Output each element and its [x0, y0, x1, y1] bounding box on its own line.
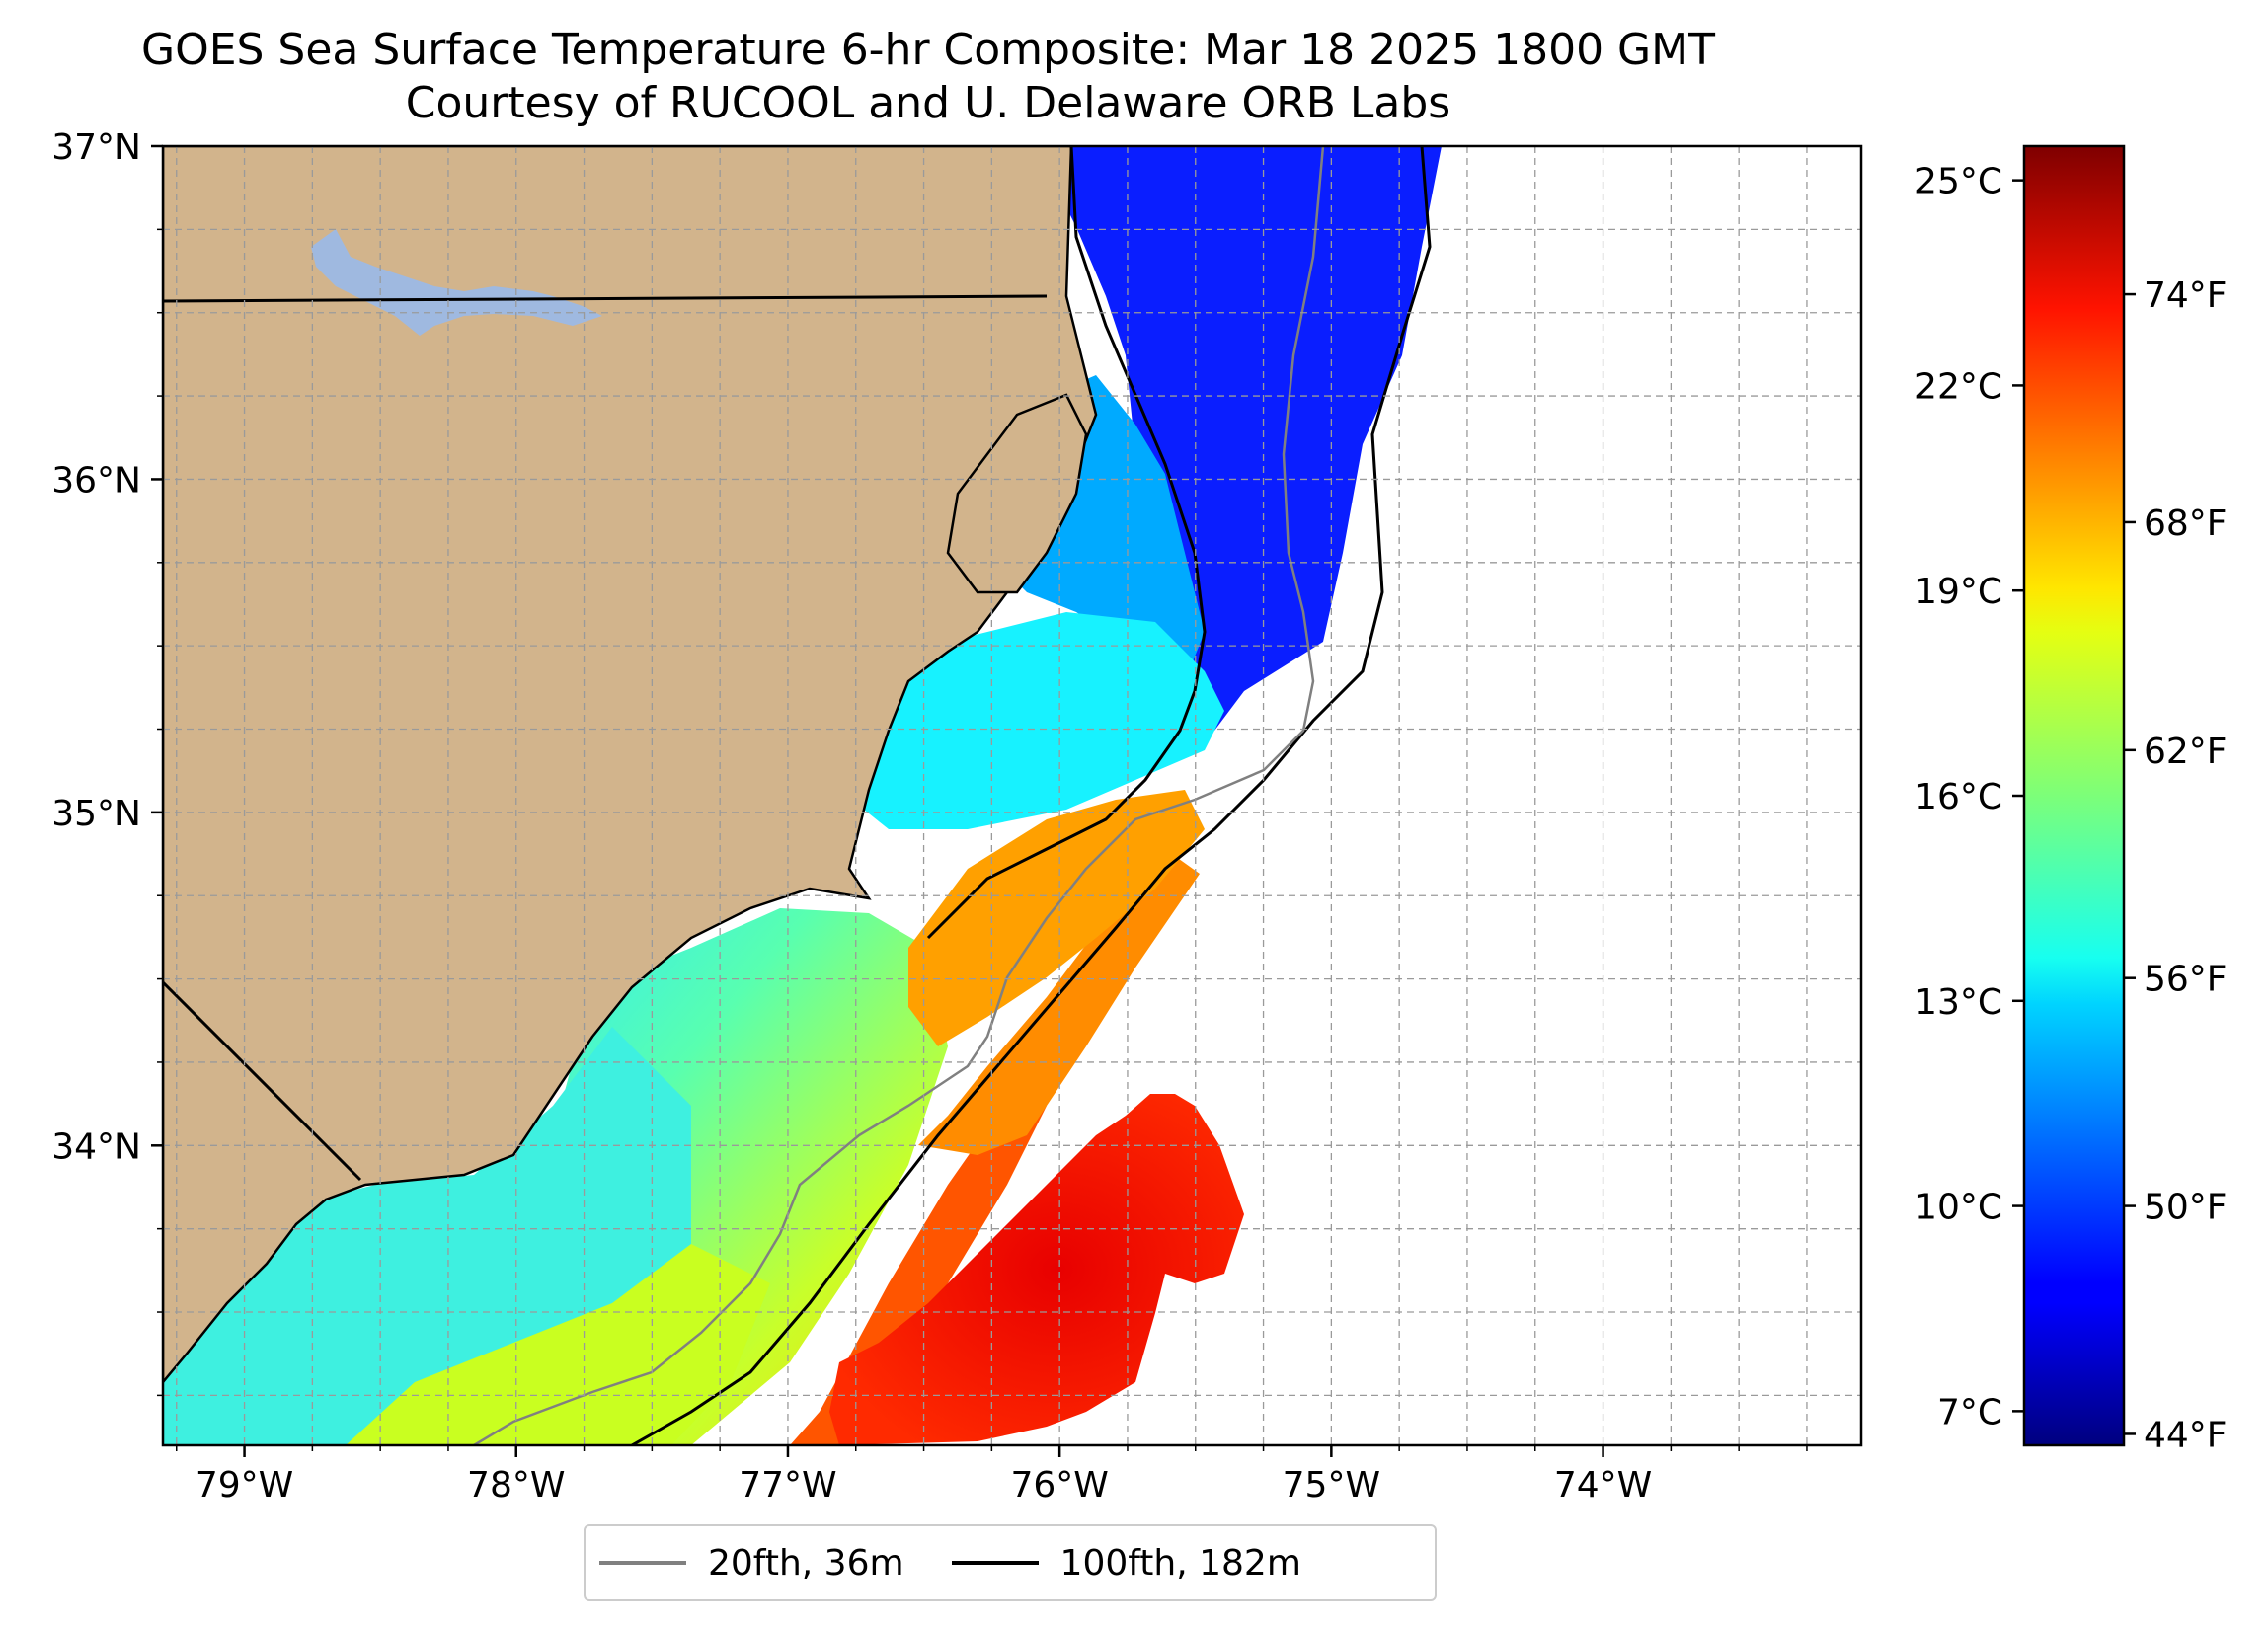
- legend-label-100fth: 100fth, 182m: [1059, 1542, 1301, 1584]
- sst-cape-lookout-shelf: [908, 790, 1205, 1046]
- map-axes: 79°W 78°W 77°W 76°W 75°W 74°W 37°N 36°N 35°N 34°N: [51, 127, 1808, 1506]
- celsius-tick-label: 16°C: [1915, 777, 2002, 817]
- map-area[interactable]: [163, 146, 1861, 1445]
- lon-tick-label: 75°W: [1283, 1465, 1380, 1506]
- lat-tick-label: 34°N: [51, 1126, 141, 1167]
- legend-item-20fth: 20fth, 36m: [586, 1543, 904, 1584]
- lon-tick-label: 79°W: [196, 1465, 293, 1506]
- colorbar: [2022, 144, 2126, 1447]
- lat-tick-label: 37°N: [51, 127, 141, 168]
- coastline-barrier-islands: [163, 146, 1432, 1445]
- legend-item-100fth: 100fth, 182m: [938, 1543, 1301, 1584]
- map-title: GOES Sea Surface Temperature 6-hr Compos…: [140, 25, 1715, 75]
- legend-swatch-20fth: [599, 1561, 686, 1565]
- isobath-legend: 20fth, 36m 100fth, 182m: [584, 1524, 1437, 1601]
- fahrenheit-tick-label: 74°F: [2144, 275, 2228, 316]
- map-subtitle: Courtesy of RUCOOL and U. Delaware ORB L…: [405, 78, 1451, 128]
- fahrenheit-tick-label: 44°F: [2144, 1415, 2228, 1455]
- celsius-tick-label: 13°C: [1915, 982, 2002, 1023]
- lat-tick-label: 35°N: [51, 794, 141, 834]
- legend-swatch-100fth: [951, 1561, 1039, 1565]
- celsius-tick-label: 22°C: [1915, 366, 2002, 407]
- lon-tick-label: 76°W: [1010, 1465, 1108, 1506]
- fahrenheit-tick-label: 68°F: [2144, 503, 2228, 544]
- lon-tick-label: 78°W: [467, 1465, 565, 1506]
- legend-label-20fth: 20fth, 36m: [708, 1542, 904, 1584]
- lon-tick-label: 77°W: [739, 1465, 836, 1506]
- colorbar-ticks: 25°C 22°C 19°C 16°C 13°C 10°C 7°C 74°F 68°F 62°F 5…: [1915, 162, 2227, 1456]
- celsius-tick-label: 7°C: [1937, 1392, 2002, 1432]
- fahrenheit-tick-label: 56°F: [2144, 960, 2228, 1000]
- celsius-tick-label: 19°C: [1915, 572, 2002, 612]
- lon-tick-label: 74°W: [1554, 1465, 1652, 1506]
- fahrenheit-tick-label: 50°F: [2144, 1188, 2228, 1228]
- sst-nc-northern-shelf: [908, 146, 1442, 731]
- fahrenheit-tick-label: 62°F: [2144, 732, 2228, 772]
- celsius-tick-label: 10°C: [1915, 1188, 2002, 1228]
- land-albemarle-peninsula: [946, 393, 1088, 594]
- lat-tick-label: 36°N: [51, 460, 141, 501]
- map-gridlines: [163, 146, 1861, 1445]
- sst-gulf-stream-core: [829, 1094, 1244, 1445]
- celsius-tick-label: 25°C: [1915, 162, 2002, 202]
- map-frame: [161, 144, 1863, 1447]
- lake-kerr: [311, 229, 602, 336]
